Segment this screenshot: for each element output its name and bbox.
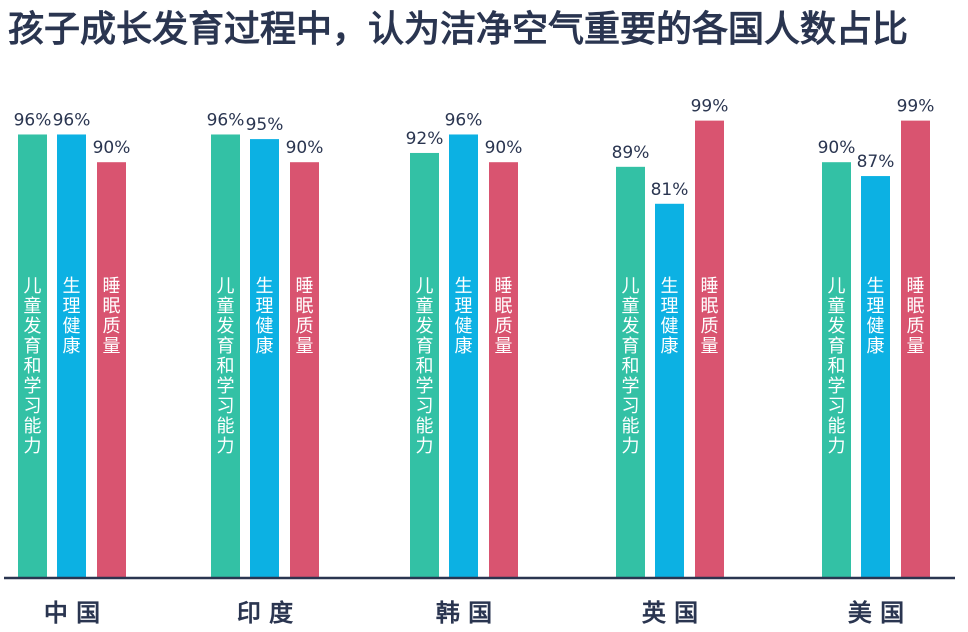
bar xyxy=(97,162,126,578)
data-label: 99% xyxy=(897,97,935,117)
data-label: 87% xyxy=(857,152,895,172)
series-label: 睡眠质量 xyxy=(495,276,513,357)
series-label: 生理健康 xyxy=(63,276,81,357)
bar xyxy=(211,134,240,579)
bar xyxy=(449,134,478,579)
data-label: 92% xyxy=(406,129,444,149)
data-label: 96% xyxy=(53,110,91,130)
data-label: 90% xyxy=(93,138,131,158)
data-label: 95% xyxy=(246,115,284,135)
bar xyxy=(410,152,439,578)
bar xyxy=(18,134,47,579)
chart-title: 孩子成长发育过程中，认为洁净空气重要的各国人数占比 xyxy=(8,9,909,50)
data-label: 81% xyxy=(651,180,689,200)
series-label: 生理健康 xyxy=(661,276,679,357)
data-label: 96% xyxy=(445,110,483,130)
data-label: 90% xyxy=(485,138,523,158)
category-label: 中 国 xyxy=(44,599,100,627)
bar xyxy=(489,162,518,578)
bar xyxy=(290,162,319,578)
series-label: 儿童发育和学习能力 xyxy=(416,276,434,457)
category-label: 美 国 xyxy=(848,599,904,627)
series-label: 儿童发育和学习能力 xyxy=(828,276,846,457)
bar xyxy=(616,166,645,578)
bar xyxy=(695,120,724,579)
series-label: 睡眠质量 xyxy=(103,276,121,357)
bar xyxy=(861,176,890,578)
series-label: 生理健康 xyxy=(867,276,885,357)
category-label: 韩 国 xyxy=(436,599,492,627)
series-label: 生理健康 xyxy=(256,276,274,357)
data-label: 89% xyxy=(612,143,650,163)
series-label: 睡眠质量 xyxy=(907,276,925,357)
series-label: 睡眠质量 xyxy=(701,276,719,357)
bar xyxy=(655,203,684,578)
series-label: 儿童发育和学习能力 xyxy=(622,276,640,457)
bar xyxy=(57,134,86,579)
bar xyxy=(250,139,279,578)
bar xyxy=(822,162,851,578)
category-label: 英 国 xyxy=(642,599,698,627)
data-label: 90% xyxy=(286,138,324,158)
series-label: 生理健康 xyxy=(455,276,473,357)
data-label: 96% xyxy=(14,110,52,130)
data-label: 96% xyxy=(207,110,245,130)
data-label: 90% xyxy=(818,138,856,158)
category-label: 印 度 xyxy=(237,599,294,627)
series-label: 儿童发育和学习能力 xyxy=(217,276,235,457)
bar xyxy=(901,120,930,579)
data-label: 99% xyxy=(691,97,729,117)
series-label: 儿童发育和学习能力 xyxy=(24,276,42,457)
series-label: 睡眠质量 xyxy=(296,276,314,357)
